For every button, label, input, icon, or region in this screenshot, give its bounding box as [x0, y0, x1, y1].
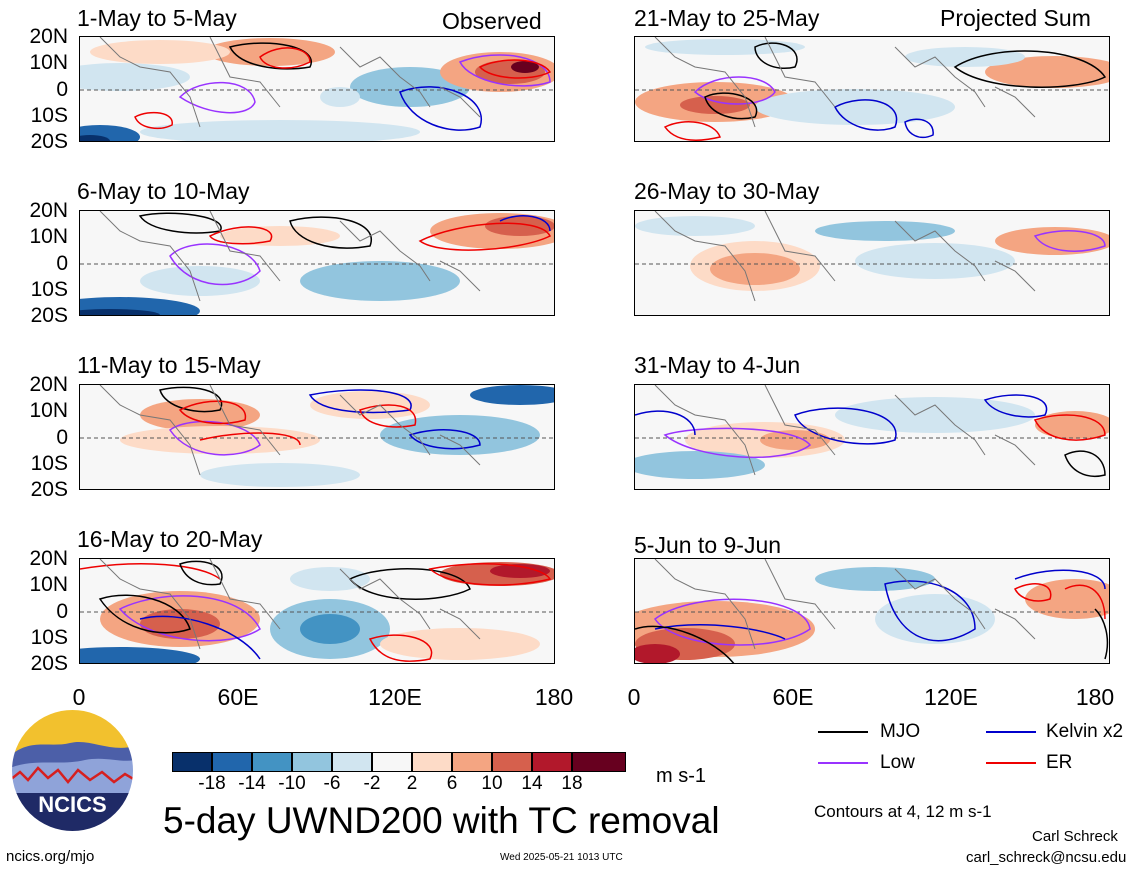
panel-title-3: 6-May to 10-May — [77, 178, 250, 204]
map-panel-4 — [634, 210, 1110, 316]
colorbar-tick: 10 — [481, 773, 503, 794]
colorbar-swatch-8 — [452, 752, 492, 772]
map-panel-6 — [634, 384, 1110, 490]
map-panel-5 — [79, 384, 555, 490]
main-title: 5-day UWND200 with TC removal — [163, 800, 720, 841]
colorbar-swatch-11 — [572, 752, 626, 772]
lat-label-20s: 20S — [30, 304, 68, 327]
lon-label-0: 0 — [72, 684, 86, 710]
colorbar-units: m s-1 — [656, 765, 706, 787]
lat-label-10n: 10N — [29, 399, 68, 422]
ncics-logo: NCICS — [10, 708, 135, 833]
panel-title-1: 1-May to 5-May — [77, 5, 237, 31]
colorbar-tick: -2 — [363, 773, 381, 794]
panel-title-4: 26-May to 30-May — [634, 178, 820, 204]
lon-label-0: 0 — [627, 684, 641, 710]
map-panel-1 — [79, 36, 555, 142]
map-panel-3 — [79, 210, 555, 316]
legend-label-mjo: MJO — [880, 721, 921, 742]
lat-label-20n: 20N — [29, 373, 68, 396]
map-panel-2 — [634, 36, 1110, 142]
legend-line-kelvin — [986, 731, 1036, 733]
lat-label-eq: 0 — [56, 600, 68, 623]
colorbar-tick: -6 — [323, 773, 341, 794]
lon-label-180: 180 — [534, 684, 574, 710]
legend-line-low — [818, 762, 868, 764]
lat-label-eq: 0 — [56, 78, 68, 101]
colorbar-swatch-2 — [212, 752, 252, 772]
lat-label-20n: 20N — [29, 25, 68, 48]
lat-label-10n: 10N — [29, 51, 68, 74]
colorbar-tick: 6 — [446, 773, 458, 794]
colorbar-tick: -14 — [238, 773, 266, 794]
panel-title-7: 16-May to 20-May — [77, 526, 263, 552]
lat-label-10s: 10S — [30, 626, 68, 649]
legend-label-kelvin: Kelvin x2 — [1046, 721, 1124, 742]
map-panel-7 — [79, 558, 555, 664]
lon-label-60e: 60E — [772, 684, 814, 710]
colorbar-tick: -10 — [278, 773, 306, 794]
colorbar-tick: 18 — [561, 773, 583, 794]
panel-title-5: 11-May to 15-May — [77, 352, 261, 378]
colorbar-swatch-9 — [492, 752, 532, 772]
lat-label-eq: 0 — [56, 252, 68, 275]
lat-label-20n: 20N — [29, 547, 68, 570]
colorbar-swatch-1 — [172, 752, 212, 772]
lat-label-20s: 20S — [30, 478, 68, 501]
colorbar-swatch-10 — [532, 752, 572, 772]
lat-label-20s: 20S — [30, 652, 68, 675]
colorbar-tick: -18 — [198, 773, 226, 794]
lat-label-10s: 10S — [30, 104, 68, 127]
panel-title-2: 21-May to 25-May — [634, 5, 820, 31]
colorbar-swatch-6 — [372, 752, 412, 772]
footer-email[interactable]: carl_schreck@ncsu.edu — [966, 849, 1127, 866]
contours-note: Contours at 4, 12 m s-1 — [814, 802, 992, 821]
lat-label-eq: 0 — [56, 426, 68, 449]
legend-line-mjo — [818, 731, 868, 733]
lon-label-180: 180 — [1075, 684, 1115, 710]
lon-label-60e: 60E — [217, 684, 259, 710]
lat-label-10n: 10N — [29, 573, 68, 596]
colorbar-tick: 2 — [406, 773, 418, 794]
colorbar-tick: 14 — [521, 773, 543, 794]
footer-author: Carl Schreck — [1032, 828, 1118, 845]
legend-label-low: Low — [880, 752, 915, 773]
lon-label-120e: 120E — [368, 684, 422, 710]
lat-label-10s: 10S — [30, 452, 68, 475]
lon-label-120e: 120E — [924, 684, 978, 710]
lat-label-10n: 10N — [29, 225, 68, 248]
map-panel-8 — [634, 558, 1110, 664]
legend-line-er — [986, 762, 1036, 764]
panel-title-8: 5-Jun to 9-Jun — [634, 532, 782, 558]
lat-label-20s: 20S — [30, 130, 68, 153]
observed-label: Observed — [442, 8, 542, 34]
logo-text: NCICS — [38, 792, 106, 817]
legend-label-er: ER — [1046, 752, 1073, 773]
panel-title-6: 31-May to 4-Jun — [634, 352, 801, 378]
colorbar-swatch-5 — [332, 752, 372, 772]
footer-timestamp: Wed 2025-05-21 1013 UTC — [500, 852, 623, 863]
colorbar-swatch-4 — [292, 752, 332, 772]
lat-label-20n: 20N — [29, 199, 68, 222]
colorbar-swatch-3 — [252, 752, 292, 772]
projected-sum-label: Projected Sum — [940, 5, 1091, 31]
footer-url[interactable]: ncics.org/mjo — [6, 848, 95, 865]
colorbar-swatch-7 — [412, 752, 452, 772]
lat-label-10s: 10S — [30, 278, 68, 301]
